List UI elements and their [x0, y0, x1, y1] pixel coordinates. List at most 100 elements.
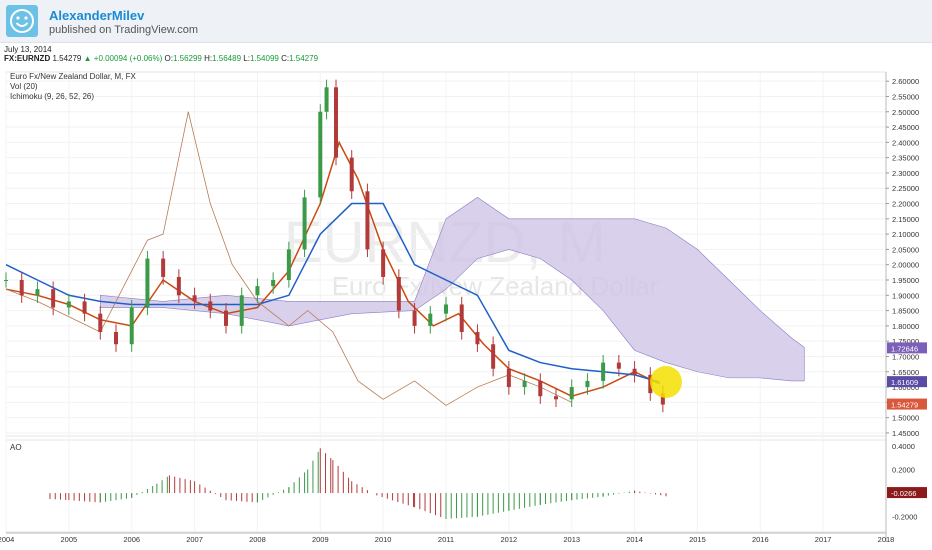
candle [161, 258, 166, 277]
time-tick-label: 2011 [438, 535, 454, 544]
price-tick-label: 2.10000 [892, 230, 919, 239]
price-label-box [887, 398, 927, 410]
highlight-marker [650, 366, 682, 398]
high-value: 1.56489 [212, 54, 242, 63]
candle [569, 387, 574, 400]
candle [396, 276, 401, 311]
price-tick-label: 1.80000 [892, 322, 919, 331]
snapshot-date: July 13, 2014 [4, 45, 52, 54]
price-tick-label: 1.45000 [892, 429, 919, 438]
chart-legend: Euro Fx/New Zealand Dollar, M, FX Vol (2… [10, 72, 136, 102]
candle [98, 313, 103, 332]
quote-bar: FX:EURNZD 1.54279 ▲ +0.00094 (+0.06%) O:… [4, 54, 318, 63]
open-value: 1.56299 [172, 54, 202, 63]
smiley-face-icon[interactable] [6, 5, 38, 37]
price-tick-label: 1.70000 [892, 352, 919, 361]
candle [585, 380, 590, 388]
author-link[interactable]: AlexanderMilev [49, 8, 145, 23]
candle [255, 286, 260, 296]
change-value: +0.00094 (+0.06%) [93, 54, 163, 63]
price-tick-label: 2.60000 [892, 77, 919, 86]
candle [324, 87, 329, 112]
time-tick-label: 2008 [249, 535, 266, 544]
header-bar: AlexanderMilev published on TradingView.… [0, 0, 932, 43]
price-tick-label: 2.40000 [892, 138, 919, 147]
last-price: 1.54279 [52, 54, 82, 63]
candle [538, 380, 543, 397]
candle [334, 87, 338, 158]
time-tick-label: 2014 [626, 535, 643, 544]
price-tick-label: 2.45000 [892, 123, 919, 132]
ao-tick-label: 0.2000 [892, 465, 915, 474]
legend-volume: Vol (20) [10, 82, 38, 91]
time-tick-label: 2018 [878, 535, 895, 544]
price-tick-label: 2.50000 [892, 108, 919, 117]
candle [318, 111, 323, 198]
candle [4, 280, 8, 281]
candle [475, 332, 480, 345]
price-tick-label: 1.85000 [892, 307, 919, 316]
candle [660, 393, 665, 405]
candle [632, 368, 637, 375]
price-tick-label: 2.30000 [892, 169, 919, 178]
high-label: H: [204, 54, 213, 63]
candle [35, 289, 40, 296]
open-label: O: [164, 54, 173, 63]
candle [239, 295, 244, 326]
time-tick-label: 2006 [123, 535, 140, 544]
ao-title: AO [10, 443, 22, 452]
legend-symbol: Euro Fx/New Zealand Dollar, M, FX [10, 72, 136, 81]
price-tick-label: 2.05000 [892, 245, 919, 254]
indicator-lines [5, 111, 661, 406]
close-label: C: [281, 54, 290, 63]
candle [554, 396, 558, 400]
symbol-label: FX:EURNZD [4, 54, 51, 63]
time-tick-label: 2015 [689, 535, 706, 544]
legend-ichimoku: Ichimoku (9, 26, 52, 26) [10, 92, 95, 101]
candle [82, 301, 87, 314]
time-tick-label: 2017 [815, 535, 832, 544]
time-tick-label: 2005 [61, 535, 78, 544]
price-tick-label: 1.65000 [892, 368, 919, 377]
line-ichimoku-chikou [5, 111, 572, 406]
low-label: L: [243, 54, 250, 63]
candle [412, 310, 417, 326]
price-label-text: 1.61609 [891, 378, 918, 387]
price-tick-label: 1.60000 [892, 383, 919, 392]
price-tick-label: 2.20000 [892, 200, 919, 209]
candle [66, 301, 71, 308]
time-tick-label: 2016 [752, 535, 769, 544]
candle [208, 301, 213, 311]
candle [506, 368, 511, 388]
price-axis: 1.450001.500001.550001.600001.650001.700… [885, 72, 927, 542]
price-tick-label: 1.95000 [892, 276, 919, 285]
candle [381, 249, 386, 277]
candle [129, 307, 134, 345]
chart-area[interactable]: EURNZD, M Euro Fx/New Zealand Dollar 1.4… [0, 64, 932, 550]
time-tick-label: 2004 [0, 535, 14, 544]
candle [114, 332, 118, 345]
ichimoku-cloud [99, 197, 805, 382]
candle [365, 191, 370, 250]
ao-tick-label: -0.2000 [892, 513, 917, 522]
candle [224, 310, 228, 326]
ao-pane: AO -0.2000 0.4000 0.2000 -0.0266 [10, 442, 927, 522]
candle [51, 289, 56, 308]
candle [459, 304, 464, 332]
candle [286, 249, 291, 280]
candle [616, 362, 621, 369]
candle [145, 258, 150, 308]
time-axis: 2004 2005 2006 2007 2008 2009 2010 2011 2012 2013… [0, 532, 895, 544]
kumo-cloud [99, 197, 805, 382]
price-tick-label: 1.50000 [892, 414, 919, 423]
candle [302, 197, 307, 250]
price-tick-label: 1.90000 [892, 291, 919, 300]
price-label-box [887, 376, 927, 388]
published-note: published on TradingView.com [49, 24, 199, 36]
ao-value-label: -0.0266 [891, 489, 916, 498]
time-tick-label: 2007 [186, 535, 203, 544]
price-tick-label: 2.55000 [892, 92, 919, 101]
time-tick-label: 2010 [375, 535, 392, 544]
time-tick-label: 2012 [501, 535, 518, 544]
time-tick-label: 2009 [312, 535, 329, 544]
